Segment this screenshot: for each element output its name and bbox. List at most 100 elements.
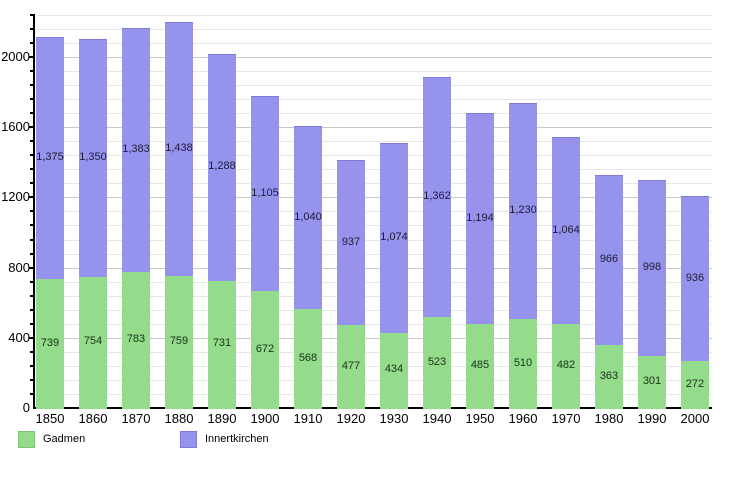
y-axis-tick xyxy=(29,337,35,339)
gridline-minor xyxy=(36,85,712,86)
x-axis-label: 1970 xyxy=(551,411,581,426)
bar-segment-gadmen-1930 xyxy=(380,331,408,409)
x-axis-label: 1940 xyxy=(422,411,452,426)
y-axis-tick xyxy=(30,351,35,353)
y-axis-label: 800 xyxy=(8,259,30,275)
bar-value-label: 1,194 xyxy=(466,211,494,224)
bar-value-label: 272 xyxy=(685,377,705,390)
bar-value-label: 936 xyxy=(685,271,705,284)
y-axis-tick xyxy=(30,323,35,325)
gridline-minor xyxy=(36,310,712,311)
gridline-major xyxy=(36,57,712,58)
bar-value-label: 1,040 xyxy=(294,210,322,223)
x-axis-label: 1890 xyxy=(207,411,237,426)
y-axis-tick xyxy=(30,365,35,367)
bar-value-label: 1,438 xyxy=(165,142,193,155)
bar-segment-gadmen-1900 xyxy=(251,290,279,409)
x-axis-label: 1990 xyxy=(637,411,667,426)
gridline-minor xyxy=(36,282,712,283)
gridline-minor xyxy=(36,225,712,226)
gridline-minor xyxy=(36,113,712,114)
x-axis-label: 1950 xyxy=(465,411,495,426)
bar-value-label: 1,383 xyxy=(122,142,150,155)
gridline-minor xyxy=(36,394,712,395)
bar-value-label: 731 xyxy=(212,337,232,350)
bar-segment-innertkirchen-1880 xyxy=(165,22,193,276)
bar-value-label: 301 xyxy=(642,375,662,388)
gridline-major xyxy=(36,338,712,339)
bar-value-label: 510 xyxy=(513,356,533,369)
bar-segment-innertkirchen-1870 xyxy=(122,27,150,272)
y-axis-tick xyxy=(30,182,35,184)
legend-label-innertkirchen: Innertkirchen xyxy=(205,433,269,445)
y-axis-tick xyxy=(30,224,35,226)
legend-swatch-gadmen xyxy=(18,431,35,448)
x-axis-label: 1870 xyxy=(121,411,151,426)
bar-value-label: 363 xyxy=(599,369,619,382)
bar-value-label: 1,362 xyxy=(423,190,451,203)
y-axis-tick xyxy=(30,210,35,212)
gridline-minor xyxy=(36,254,712,255)
bar-segment-gadmen-1950 xyxy=(466,322,494,409)
bar-segment-innertkirchen-1960 xyxy=(509,102,537,320)
plot-area: 0 400 800 1200 1600 2000 739 1,375 1850 754 1,350 1… xyxy=(1,14,712,426)
bar-value-label: 568 xyxy=(298,351,318,364)
x-axis-label: 1910 xyxy=(293,411,323,426)
x-axis-label: 1900 xyxy=(250,411,280,426)
y-axis-tick xyxy=(29,196,35,198)
gridline-minor xyxy=(36,211,712,212)
gridline-minor xyxy=(36,99,712,100)
bar-segment-innertkirchen-2000 xyxy=(681,195,709,362)
bar-value-label: 434 xyxy=(384,363,404,376)
gridline-minor xyxy=(36,183,712,184)
bar-segment-innertkirchen-1920 xyxy=(337,159,365,326)
bar-value-label: 937 xyxy=(341,235,361,248)
y-axis-tick xyxy=(30,239,35,241)
legend-label-gadmen: Gadmen xyxy=(43,433,86,445)
bar-value-label: 759 xyxy=(169,334,189,347)
bar-segment-gadmen-1910 xyxy=(294,308,322,409)
gridline-minor xyxy=(36,29,712,30)
bar-value-label: 485 xyxy=(470,358,490,371)
bar-value-label: 998 xyxy=(642,261,662,274)
bar-segment-innertkirchen-1990 xyxy=(638,180,666,357)
x-axis-label: 1960 xyxy=(508,411,538,426)
gridline-minor xyxy=(36,155,712,156)
y-axis-label: 400 xyxy=(8,329,30,345)
legend-swatch-innertkirchen xyxy=(180,431,197,448)
bar-segment-gadmen-1890 xyxy=(208,279,236,409)
x-axis-line xyxy=(33,407,712,409)
bar-value-label: 1,064 xyxy=(552,223,580,236)
bar-segment-gadmen-1860 xyxy=(79,275,107,409)
gridline-minor xyxy=(36,380,712,381)
y-axis-tick xyxy=(29,267,35,269)
bar-segment-gadmen-1940 xyxy=(423,316,451,409)
y-axis-tick xyxy=(30,281,35,283)
x-axis-label: 1860 xyxy=(78,411,108,426)
gridline-minor xyxy=(36,141,712,142)
y-axis-label: 1200 xyxy=(1,189,30,205)
bar-value-label: 1,105 xyxy=(251,186,279,199)
x-axis-label: 1980 xyxy=(594,411,624,426)
bar-value-label: 783 xyxy=(126,332,146,345)
bar-segment-innertkirchen-1900 xyxy=(251,96,279,292)
gridline-minor xyxy=(36,296,712,297)
legend-item-innertkirchen: Innertkirchen xyxy=(180,431,269,448)
bar-value-label: 1,288 xyxy=(208,160,236,173)
bar-segment-innertkirchen-1910 xyxy=(294,125,322,310)
bar-segment-gadmen-1870 xyxy=(122,270,150,409)
bar-segment-innertkirchen-1860 xyxy=(79,38,107,277)
bar-segment-innertkirchen-1970 xyxy=(552,136,580,325)
x-axis-label: 1930 xyxy=(379,411,409,426)
x-axis-label: 1850 xyxy=(35,411,65,426)
y-axis-tick xyxy=(30,253,35,255)
y-axis-tick xyxy=(30,379,35,381)
bar-segment-gadmen-1970 xyxy=(552,323,580,409)
bar-segment-gadmen-1960 xyxy=(509,318,537,409)
gridline-minor xyxy=(36,240,712,241)
y-axis-tick xyxy=(30,154,35,156)
y-axis-tick xyxy=(30,393,35,395)
bar-segment-innertkirchen-1890 xyxy=(208,53,236,281)
x-axis-label: 1920 xyxy=(336,411,366,426)
bar-segment-gadmen-1880 xyxy=(165,274,193,409)
